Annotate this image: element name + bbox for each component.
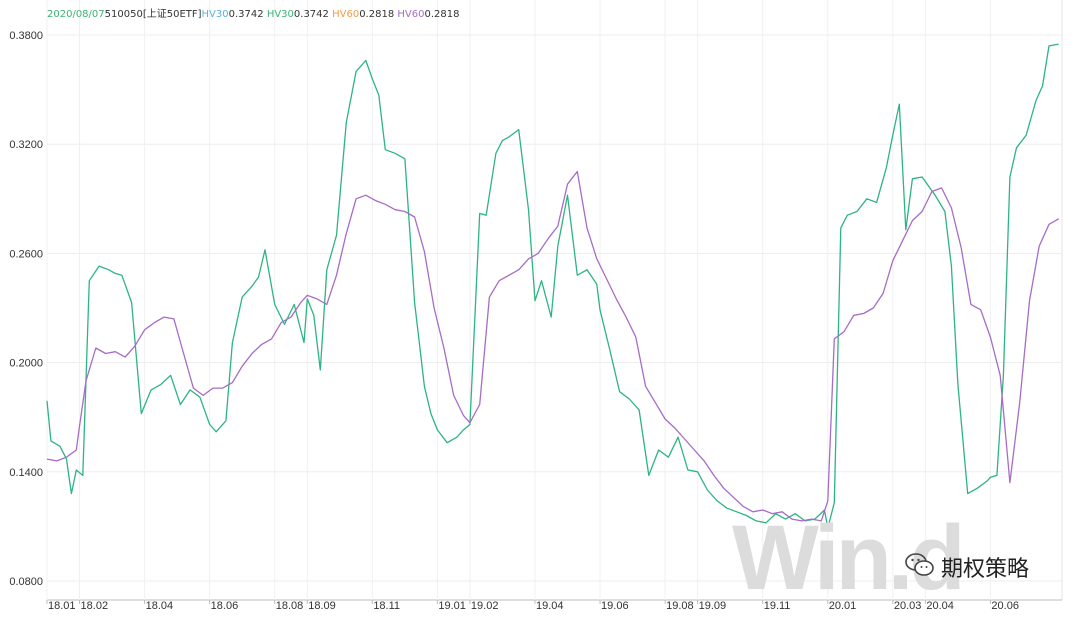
- x-tick-label: 20.04: [926, 600, 954, 612]
- legend-hv30-green-name: HV30: [266, 9, 294, 20]
- x-tick-label: 19.01: [438, 600, 466, 612]
- wind-watermark: Win.d: [732, 507, 966, 609]
- x-tick-label: 18.02: [81, 600, 109, 612]
- brand-badge: 期权策略: [905, 551, 1029, 583]
- legend-hv60-orange-name: HV60: [332, 9, 360, 20]
- legend-hv30-blue-value: 0.3742: [228, 9, 264, 20]
- legend-hv60-purple-value: 0.2818: [424, 9, 460, 20]
- legend-code: 510050[上证50ETF]: [104, 9, 202, 20]
- y-tick-label: 0.1400: [9, 467, 43, 479]
- y-tick-label: 0.2600: [9, 248, 43, 260]
- y-tick-label: 0.2000: [9, 358, 43, 370]
- brand-name: 期权策略: [941, 557, 1030, 582]
- y-tick-label: 0.0800: [9, 576, 43, 588]
- series-line-hv30-0: [46, 43, 1059, 529]
- legend-date: 2020/08/07: [47, 9, 105, 20]
- legend-hv60-purple-name: HV60: [397, 9, 425, 20]
- x-tick-label: 20.06: [991, 600, 1019, 612]
- x-tick-label: 18.09: [308, 600, 336, 612]
- x-tick-label: 20.01: [829, 600, 857, 612]
- x-tick-label: 18.08: [276, 600, 304, 612]
- x-tick-label: 19.11: [764, 600, 791, 612]
- chart-legend: 2020/08/07510050[上证50ETF]HV300.3742 HV30…: [47, 5, 459, 20]
- legend-hv30-blue-name: HV30: [201, 9, 229, 20]
- x-tick-label: 20.03: [894, 600, 922, 612]
- wechat-icon: [905, 552, 935, 583]
- x-tick-label: 18.11: [373, 600, 400, 612]
- x-tick-label: 18.06: [211, 600, 239, 612]
- x-tick-label: 19.08: [666, 600, 694, 612]
- legend-hv30-green-value: 0.3742: [293, 9, 329, 20]
- x-tick-label: 19.02: [471, 600, 499, 612]
- series-line-hv60-1: [46, 170, 1060, 522]
- x-tick-label: 19.04: [536, 600, 564, 612]
- x-tick-label: 18.04: [146, 600, 174, 612]
- y-tick-label: 0.3800: [9, 30, 43, 42]
- legend-hv60-orange-value: 0.2818: [359, 9, 395, 20]
- x-tick-label: 18.01: [48, 600, 76, 612]
- x-tick-label: 19.09: [699, 600, 727, 612]
- x-tick-label: 19.06: [601, 600, 629, 612]
- y-tick-label: 0.3200: [9, 139, 43, 151]
